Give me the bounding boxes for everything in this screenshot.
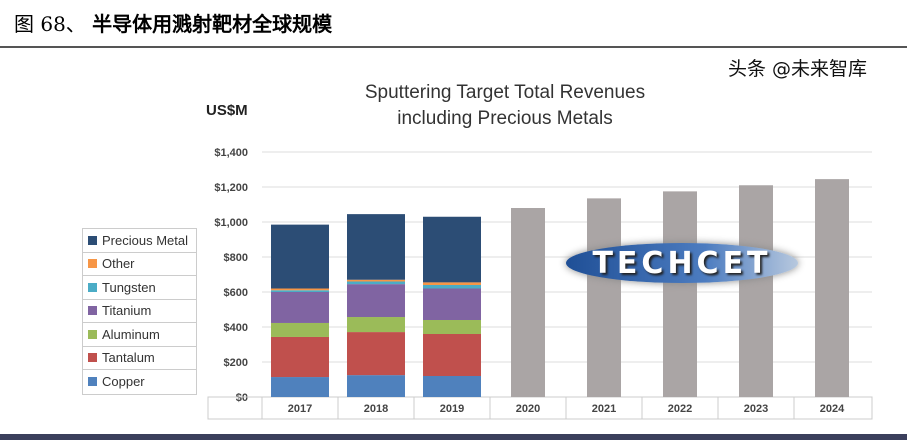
- y-tick-label: $1,000: [214, 217, 248, 229]
- bar-segment-titanium: [271, 292, 329, 323]
- title-divider: [0, 46, 907, 48]
- figure-caption: 半导体用溅射靶材全球规模: [92, 12, 333, 36]
- legend-swatch: [88, 377, 97, 387]
- bar-segment-aluminum: [347, 317, 405, 333]
- forecast-bar: [739, 185, 773, 397]
- legend-swatch: [88, 282, 97, 292]
- legend-item: Other: [83, 253, 196, 276]
- bar-segment-copper: [271, 377, 329, 397]
- bar-segment-precious-metal: [423, 216, 481, 283]
- legend-swatch: [88, 259, 97, 269]
- bar-segment-precious-metal: [347, 214, 405, 280]
- x-tick-label: 2021: [592, 403, 616, 415]
- y-tick-label: $200: [224, 357, 248, 369]
- bar-segment-titanium: [347, 284, 405, 318]
- y-tick-label: $0: [236, 392, 248, 404]
- bar-segment-tantalum: [271, 336, 329, 378]
- bar-segment-titanium: [423, 288, 481, 320]
- x-tick-label: 2018: [364, 403, 388, 415]
- legend-item: Titanium: [83, 300, 196, 323]
- y-tick-label: $600: [224, 287, 248, 299]
- legend-item: Copper: [83, 370, 196, 394]
- x-tick-label: 2017: [288, 403, 312, 415]
- y-tick-label: $800: [224, 252, 248, 264]
- bar-segment-other: [271, 288, 329, 291]
- legend-label: Tantalum: [102, 350, 155, 366]
- legend: Precious Metal Other Tungsten Titanium Alumi…: [82, 228, 197, 395]
- legend-swatch: [88, 306, 97, 316]
- legend-swatch: [88, 235, 97, 245]
- legend-item: Tantalum: [83, 347, 196, 370]
- figure-title: 图 68、 半导体用溅射靶材全球规模: [14, 8, 332, 37]
- bar-segment-aluminum: [423, 320, 481, 334]
- chart-title: Sputtering Target Total Revenues includi…: [300, 80, 710, 132]
- bar-segment-other: [347, 279, 405, 282]
- legend-item: Tungsten: [83, 276, 196, 300]
- legend-item: Precious Metal: [83, 229, 196, 253]
- bar-segment-tungsten: [423, 285, 481, 289]
- techcet-logo: TECHCET: [566, 243, 798, 283]
- legend-label: Other: [102, 256, 135, 272]
- x-tick-label: 2019: [440, 403, 464, 415]
- legend-label: Copper: [102, 374, 145, 390]
- bar-segment-tungsten: [271, 290, 329, 292]
- legend-label: Titanium: [102, 303, 152, 319]
- legend-label: Precious Metal: [102, 232, 188, 248]
- chart-title-line-2: including Precious Metals: [397, 108, 613, 129]
- legend-swatch: [88, 353, 97, 363]
- bar-segment-precious-metal: [271, 224, 329, 289]
- bottom-divider: [0, 434, 907, 440]
- forecast-bar: [587, 198, 621, 397]
- forecast-bar: [663, 191, 697, 397]
- y-tick-label: $1,400: [214, 147, 248, 159]
- chart-title-line-1: Sputtering Target Total Revenues: [364, 82, 646, 103]
- legend-label: Tungsten: [102, 279, 156, 295]
- x-tick-label: 2020: [516, 403, 540, 415]
- x-tick-label: 2022: [668, 403, 692, 415]
- bar-segment-tungsten: [347, 281, 405, 285]
- legend-label: Aluminum: [102, 326, 160, 342]
- forecast-bar: [511, 208, 545, 397]
- y-tick-label: $400: [224, 322, 248, 334]
- forecast-bar: [815, 179, 849, 397]
- x-tick-label: 2024: [820, 403, 845, 415]
- y-axis-unit-label: US$M: [206, 102, 248, 119]
- legend-item: Aluminum: [83, 323, 196, 347]
- bar-segment-tantalum: [347, 332, 405, 376]
- legend-swatch: [88, 329, 97, 339]
- bar-segment-other: [423, 282, 481, 285]
- x-tick-label: 2023: [744, 403, 768, 415]
- watermark: 头条 @未来智库: [728, 58, 868, 80]
- bar-segment-tantalum: [423, 334, 481, 376]
- bar-segment-aluminum: [271, 322, 329, 337]
- bar-segment-copper: [423, 376, 481, 397]
- bar-segment-copper: [347, 375, 405, 397]
- figure-number: 图 68、: [14, 12, 86, 36]
- y-tick-label: $1,200: [214, 182, 248, 194]
